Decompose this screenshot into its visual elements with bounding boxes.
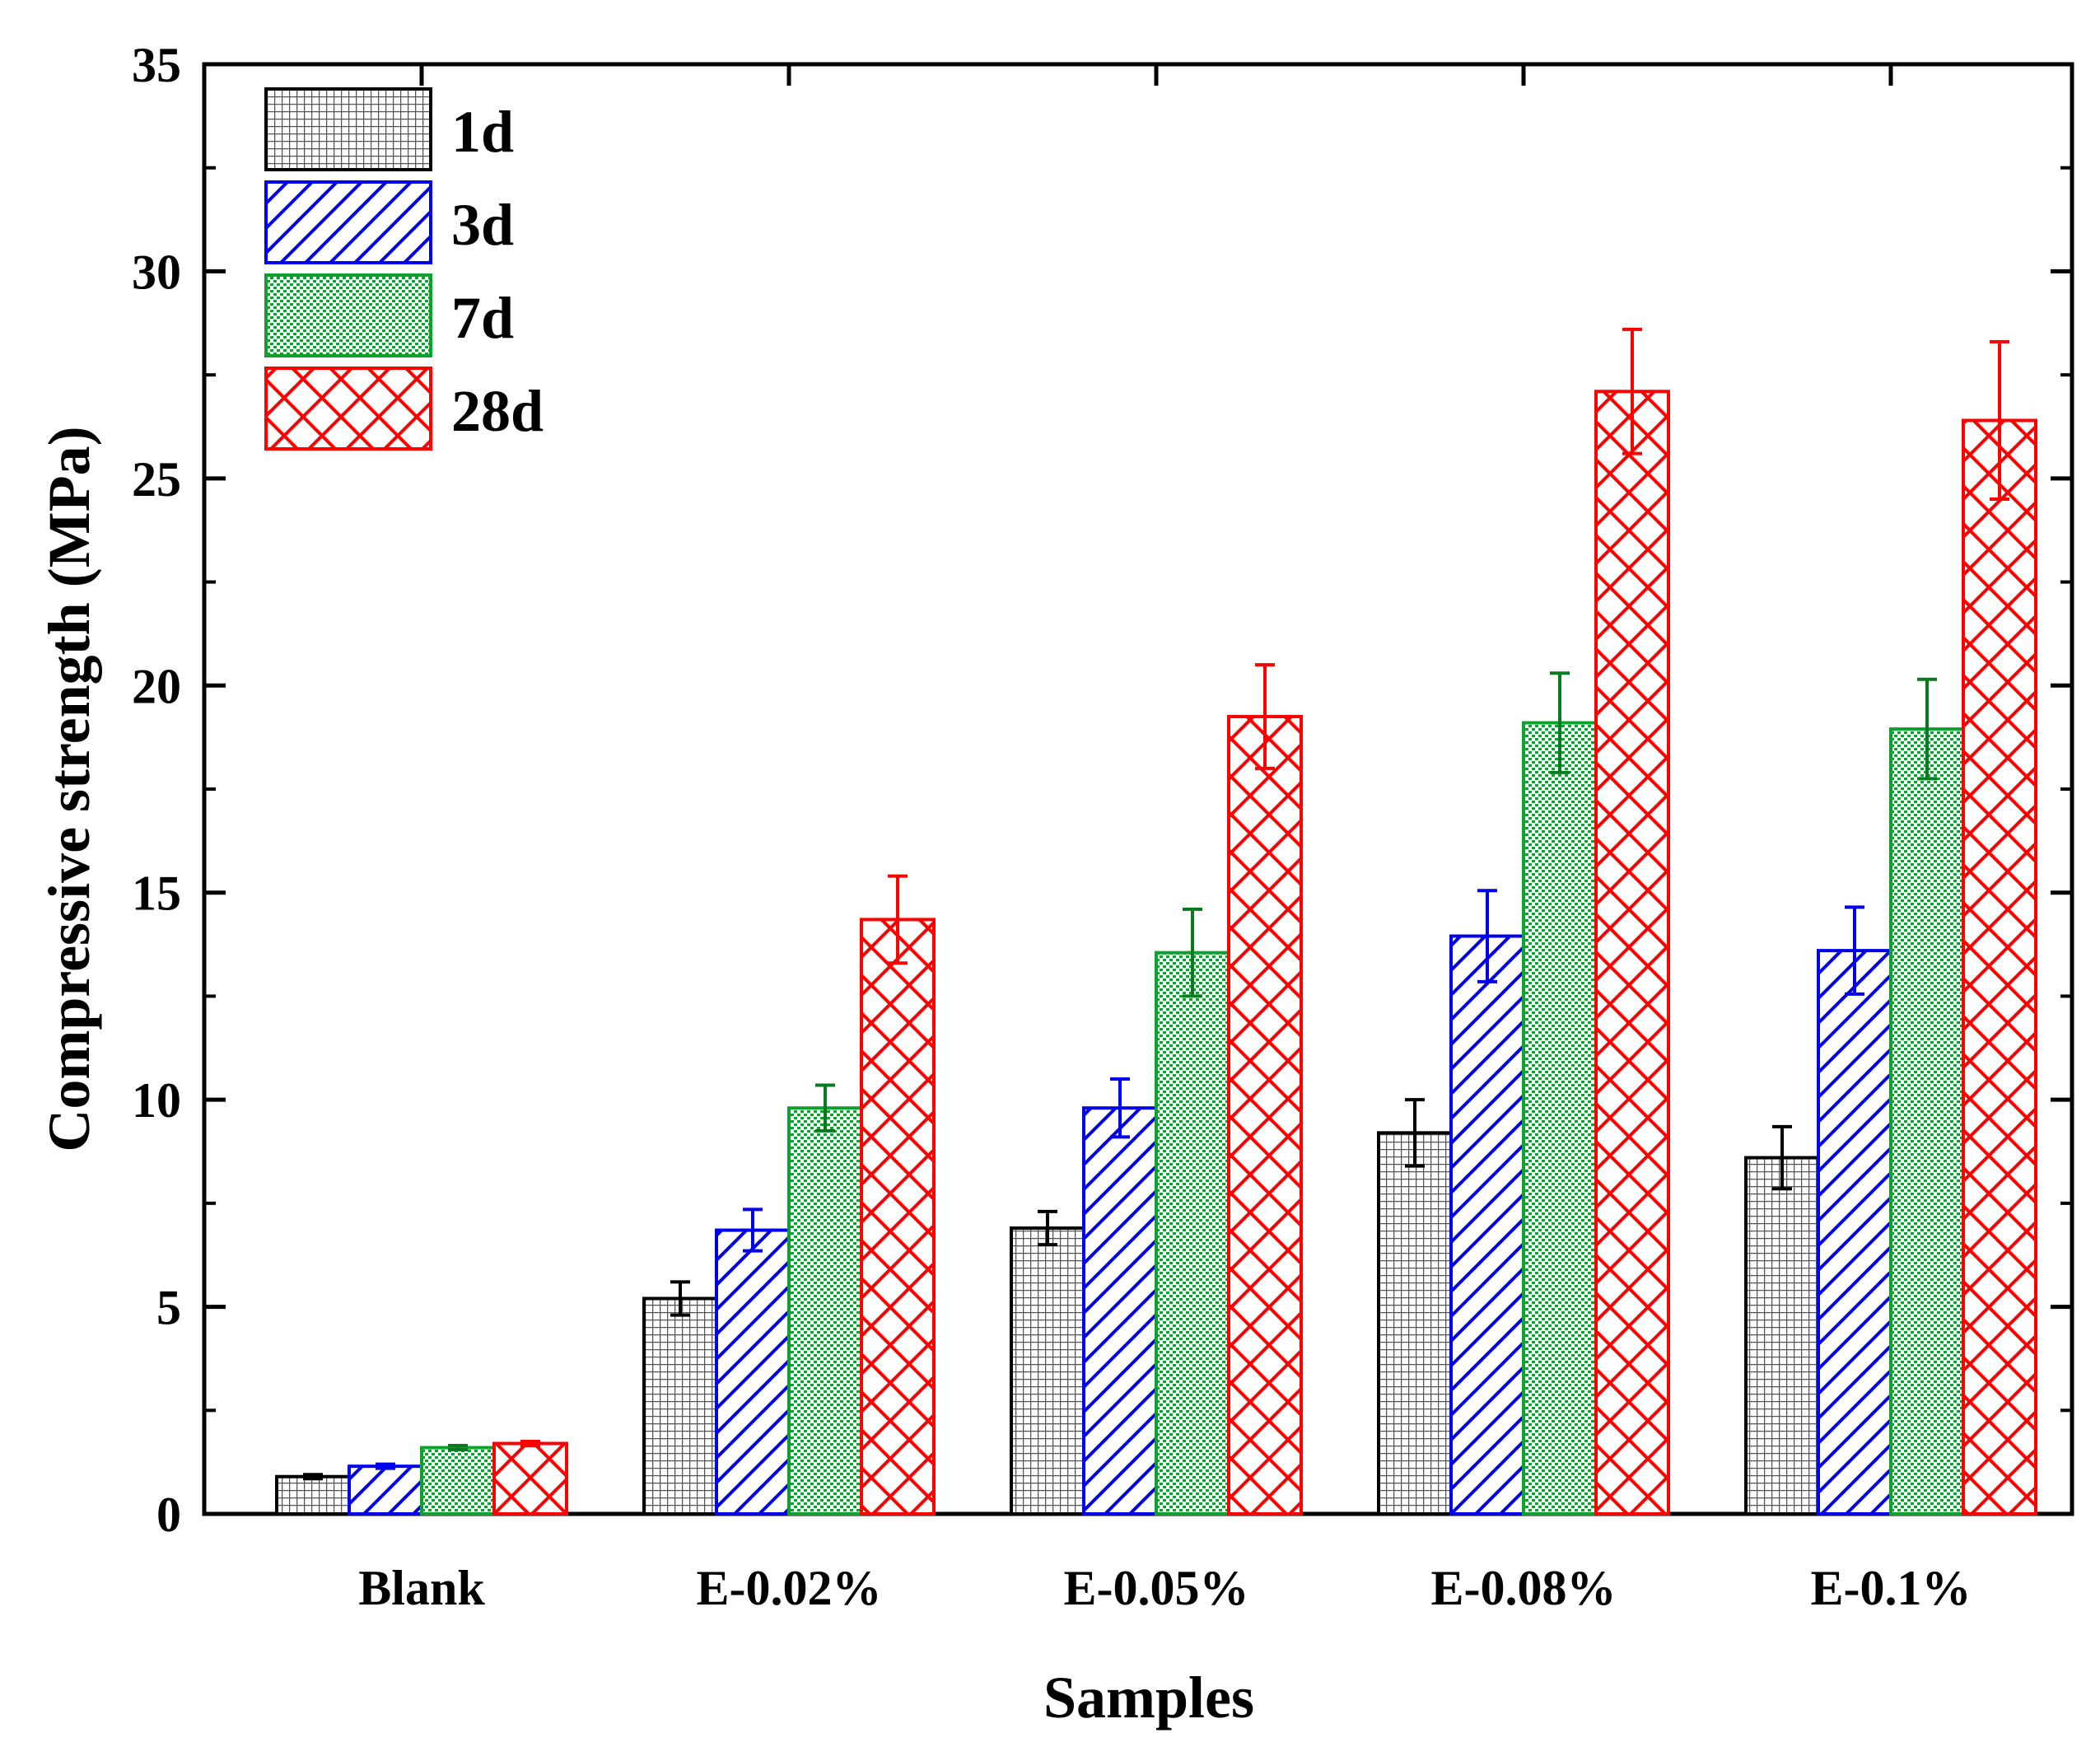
error-bars-layer bbox=[303, 327, 2009, 1481]
y-tick-label: 15 bbox=[132, 866, 181, 921]
legend-label-1d: 1d bbox=[451, 99, 514, 165]
legend-swatch-3d bbox=[264, 180, 432, 264]
legend: 1d 3d 7d 28d bbox=[264, 87, 544, 451]
y-tick-label: 0 bbox=[156, 1488, 181, 1542]
bar-28d bbox=[860, 918, 936, 1516]
bar-7d bbox=[1889, 727, 1965, 1516]
legend-label-3d: 3d bbox=[451, 192, 514, 258]
bar-7d bbox=[787, 1106, 863, 1516]
bar-7d bbox=[420, 1446, 496, 1516]
y-axis: 0 5 10 15 20 25 30 35 bbox=[132, 38, 2072, 1542]
x-tick-label: Blank bbox=[358, 1561, 485, 1615]
bar-28d bbox=[1227, 715, 1303, 1516]
x-tick-label: E-0.05% bbox=[1064, 1561, 1249, 1615]
y-tick-label: 25 bbox=[132, 452, 181, 507]
bar-28d bbox=[1594, 390, 1670, 1516]
y-axis-title: Compressive strength (MPa) bbox=[36, 426, 102, 1151]
bar-3d bbox=[1817, 949, 1892, 1516]
bar-1d bbox=[1744, 1156, 1820, 1516]
bar-7d bbox=[1155, 951, 1230, 1516]
y-tick-label: 20 bbox=[132, 659, 181, 713]
bar-1d bbox=[1010, 1226, 1085, 1516]
bar-1d bbox=[642, 1296, 718, 1516]
legend-label-28d: 28d bbox=[451, 378, 544, 444]
legend-label-7d: 7d bbox=[451, 285, 514, 351]
x-tick-label: E-0.02% bbox=[697, 1561, 882, 1615]
bar-28d bbox=[1962, 418, 2037, 1516]
bar-3d bbox=[1449, 934, 1525, 1516]
bar-28d bbox=[492, 1441, 568, 1516]
bar-3d bbox=[715, 1228, 791, 1516]
y-tick-label: 30 bbox=[132, 245, 181, 299]
legend-swatch-1d bbox=[264, 87, 432, 171]
x-axis-title: Samples bbox=[1043, 1665, 1254, 1731]
bar-1d bbox=[1377, 1131, 1453, 1516]
y-tick-label: 10 bbox=[132, 1073, 181, 1128]
x-tick-label: E-0.08% bbox=[1431, 1561, 1617, 1615]
x-axis: Blank E-0.02% E-0.05% E-0.08% E-0.1% bbox=[358, 64, 1972, 1615]
y-tick-label: 5 bbox=[156, 1281, 181, 1335]
legend-swatch-28d bbox=[264, 367, 432, 451]
legend-swatch-7d bbox=[264, 273, 432, 357]
bar-1d bbox=[275, 1474, 351, 1516]
bars-layer bbox=[275, 390, 2037, 1516]
bar-3d bbox=[348, 1464, 423, 1516]
y-tick-label: 35 bbox=[132, 38, 181, 92]
bar-3d bbox=[1082, 1106, 1158, 1516]
x-tick-label: E-0.1% bbox=[1811, 1561, 1972, 1615]
bar-7d bbox=[1522, 721, 1598, 1516]
